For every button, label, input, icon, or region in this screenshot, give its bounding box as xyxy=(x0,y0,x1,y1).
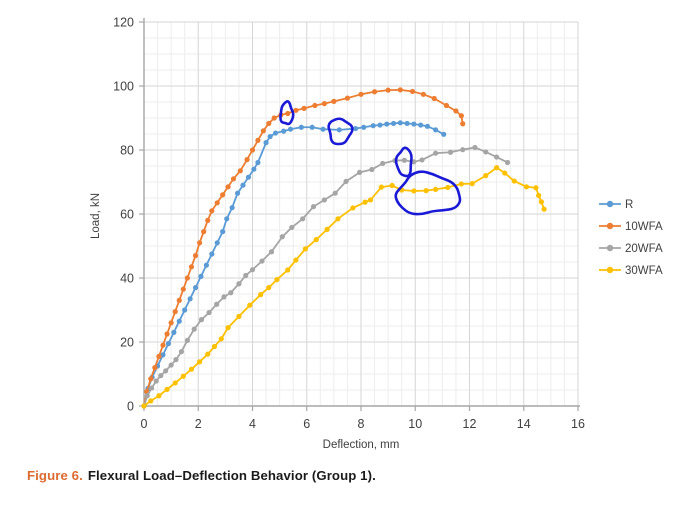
load-deflection-chart: 0 20 40 60 80 100 120 0 2 4 6 8 10 12 14 16 Load, kN Defl… xyxy=(90,16,663,452)
figure-caption-label: Figure 6. xyxy=(27,468,83,483)
annotation-blob-on-30WFA-plateau xyxy=(394,170,462,216)
legend-label: 20WFA xyxy=(625,243,663,255)
legend-label: 10WFA xyxy=(625,221,663,233)
x-tick-label: 0 xyxy=(141,417,148,431)
legend-marker-swatch xyxy=(606,244,614,252)
grid-major xyxy=(143,21,579,407)
legend-label: 30WFA xyxy=(625,265,663,277)
y-tick-label: 80 xyxy=(120,144,134,158)
y-tick-label: 60 xyxy=(120,208,134,222)
y-tick-label: 20 xyxy=(120,336,134,350)
x-tick-label: 12 xyxy=(463,417,477,431)
annotation-circle-on-20WFA-point xyxy=(394,146,413,178)
x-tick-label: 6 xyxy=(303,417,310,431)
y-tick-label: 100 xyxy=(113,80,134,94)
x-tick-label: 8 xyxy=(358,417,365,431)
y-tick-label: 40 xyxy=(120,272,134,286)
x-tick-label: 2 xyxy=(195,417,202,431)
legend-marker-swatch xyxy=(606,266,614,274)
series-20WFA xyxy=(141,144,511,409)
annotations xyxy=(279,100,462,216)
series-30WFA xyxy=(141,165,547,409)
annotation-circle-on-10WFA-point xyxy=(279,100,295,126)
y-axis-title: Load, kN xyxy=(90,193,102,239)
legend-marker-swatch xyxy=(606,222,614,230)
x-tick-label: 14 xyxy=(517,417,531,431)
x-tick-label: 10 xyxy=(408,417,422,431)
figure-caption: Figure 6. Flexural Load–Deflection Behavi… xyxy=(27,468,376,483)
legend-label: R xyxy=(625,199,633,211)
annotation-circle-on-R-point xyxy=(327,117,354,146)
tick-labels: 0 20 40 60 80 100 120 0 2 4 6 8 10 12 14 16 xyxy=(113,16,585,432)
y-tick-label: 0 xyxy=(127,400,134,414)
chart-canvas: 0 20 40 60 80 100 120 0 2 4 6 8 10 12 14 16 Load, kN Defl… xyxy=(90,16,663,452)
axes xyxy=(139,18,580,411)
legend: R 10WFA 20WFA 30WFA xyxy=(599,199,663,277)
x-axis-title: Deflection, mm xyxy=(323,439,400,451)
y-tick-label: 120 xyxy=(113,16,134,30)
series-R xyxy=(141,120,447,409)
legend-marker-swatch xyxy=(606,200,614,208)
x-tick-label: 16 xyxy=(571,417,585,431)
series-10WFA xyxy=(141,87,466,409)
axis-titles: Load, kN Deflection, mm xyxy=(90,193,399,451)
x-tick-label: 4 xyxy=(249,417,256,431)
figure-caption-text: Flexural Load–Deflection Behavior (Group… xyxy=(87,468,376,483)
